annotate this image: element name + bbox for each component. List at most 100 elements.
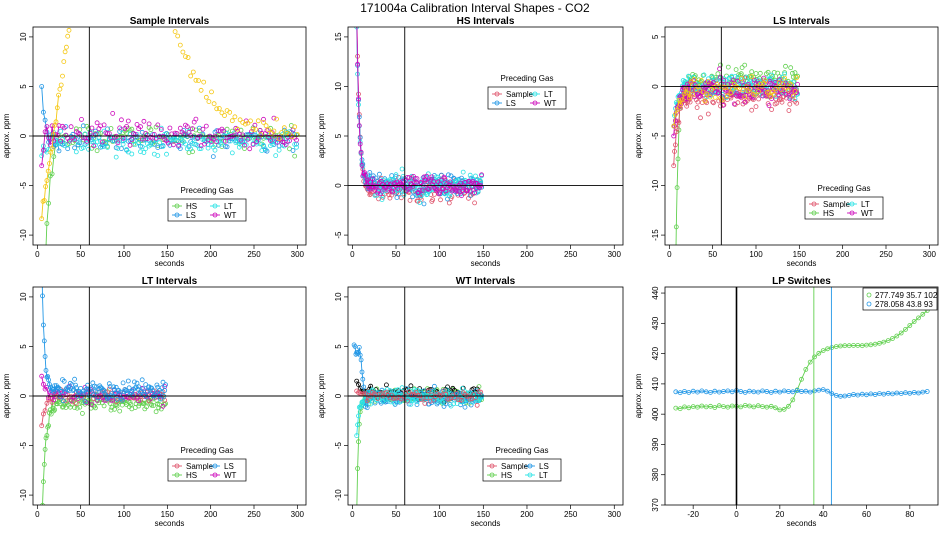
data-point	[165, 140, 171, 146]
data-point	[723, 77, 729, 83]
legend-symbol	[532, 91, 538, 97]
legend-symbol	[212, 472, 218, 478]
data-point	[785, 87, 791, 93]
data-point	[57, 401, 63, 407]
data-point	[183, 54, 188, 59]
data-point	[61, 59, 67, 64]
data-point	[479, 172, 485, 178]
data-point	[184, 124, 190, 129]
legend-label: Sample	[506, 90, 534, 99]
data-point	[407, 197, 413, 203]
data-point	[112, 406, 117, 412]
data-point	[684, 96, 690, 102]
legend-symbol	[527, 463, 533, 469]
data-point	[401, 394, 407, 400]
data-point	[702, 98, 708, 104]
data-point	[788, 65, 794, 71]
data-point	[356, 439, 361, 445]
data-point	[70, 394, 76, 400]
data-point	[833, 392, 839, 398]
data-point	[42, 446, 48, 452]
y-tick-label: 0	[19, 393, 28, 398]
data-point	[53, 119, 59, 125]
data-point	[380, 192, 386, 198]
data-point	[384, 178, 390, 184]
data-point	[203, 123, 209, 129]
data-point	[250, 126, 256, 132]
data-point	[158, 125, 164, 131]
y-tick-label: 400	[651, 407, 660, 421]
data-point	[673, 405, 679, 411]
data-point	[362, 401, 368, 407]
data-point	[160, 143, 166, 149]
data-point	[42, 408, 48, 414]
data-point	[764, 404, 770, 410]
data-point	[242, 142, 247, 148]
x-tick-label: 300	[291, 510, 305, 519]
data-point	[704, 91, 709, 97]
data-point	[276, 136, 282, 141]
data-point	[101, 388, 107, 394]
y-tick-label: 390	[651, 437, 660, 451]
x-tick-label: 0	[350, 510, 355, 519]
data-point	[124, 130, 129, 136]
data-point	[463, 187, 469, 193]
legend-label: 278.058 43.8 93	[875, 300, 933, 309]
data-point	[708, 403, 713, 409]
data-point	[738, 71, 744, 77]
data-point	[735, 78, 741, 84]
data-point	[842, 343, 848, 349]
data-point	[398, 195, 404, 201]
data-point	[281, 125, 287, 131]
data-point	[790, 74, 796, 80]
x-axis-label: seconds	[787, 519, 817, 528]
data-point	[410, 194, 416, 200]
data-point	[80, 123, 86, 129]
legend-ls: Preceding Gas Sample LT HS WT	[804, 184, 884, 220]
data-point	[478, 389, 484, 395]
legend-label: LS	[224, 462, 234, 471]
data-point	[100, 387, 106, 393]
y-tick-label: 0	[334, 183, 343, 188]
data-point	[418, 388, 423, 394]
data-point	[787, 101, 793, 107]
data-point	[459, 397, 464, 403]
data-point	[99, 139, 105, 145]
legend-label: HS	[823, 209, 834, 218]
data-point	[136, 140, 142, 146]
data-point	[172, 130, 178, 136]
data-point	[673, 368, 677, 372]
data-point	[94, 139, 100, 145]
data-point	[424, 186, 430, 191]
data-point	[755, 403, 761, 409]
data-point	[775, 84, 781, 90]
legend-symbol	[212, 463, 218, 469]
data-point	[125, 378, 131, 384]
panel-wt: WT Intervals 0 50 100 150 200 250 300 -10 -5 0 5 10 s…	[317, 276, 624, 528]
data-point	[868, 391, 874, 397]
data-point	[766, 89, 772, 95]
y-tick-label: 5	[19, 84, 28, 89]
panel-title-hs: HS Intervals	[457, 16, 515, 27]
data-point	[730, 86, 735, 92]
legend-symbol	[494, 91, 500, 97]
data-point	[154, 382, 160, 388]
data-point	[271, 115, 277, 121]
data-point	[676, 120, 682, 125]
data-point	[779, 99, 785, 105]
data-point	[807, 389, 813, 395]
data-point	[767, 76, 773, 82]
data-point	[872, 341, 878, 347]
data-point	[44, 384, 50, 390]
data-point	[111, 384, 116, 390]
legend-label: LS	[186, 211, 196, 220]
data-point	[716, 90, 722, 95]
data-point	[807, 359, 813, 365]
data-point	[73, 385, 79, 391]
legend-label: WT	[544, 99, 557, 108]
data-point	[250, 142, 256, 147]
legend-label: LT	[861, 200, 870, 209]
data-point	[792, 70, 798, 76]
legend-box	[167, 458, 247, 482]
data-point	[70, 388, 76, 393]
